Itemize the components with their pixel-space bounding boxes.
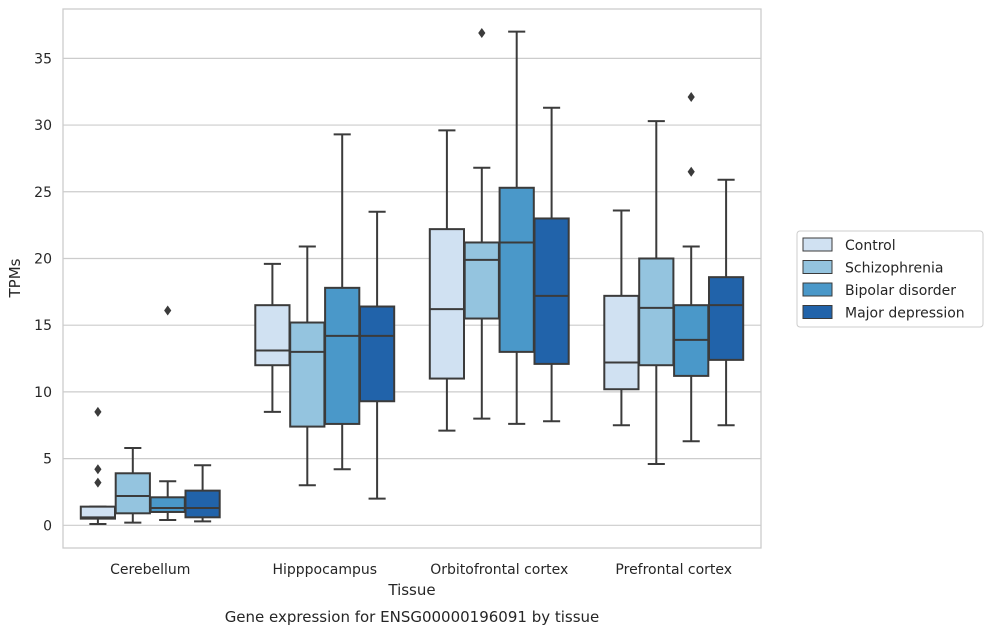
outlier-point [687, 92, 695, 103]
box-major-depression [184, 464, 221, 523]
box-body [603, 294, 640, 391]
legend-label: Control [845, 238, 896, 254]
box-bipolar-disorder [673, 92, 710, 443]
box-body [533, 217, 570, 365]
y-tick-label: 20 [34, 251, 52, 267]
box-body [358, 305, 396, 403]
box-major-depression [707, 178, 745, 427]
box-body [498, 186, 535, 353]
y-tick-label: 10 [34, 385, 52, 401]
y-tick-label: 0 [43, 518, 52, 534]
box-control [428, 129, 466, 432]
box-major-depression [533, 106, 570, 423]
box-schizophrenia [463, 28, 500, 420]
box-body [184, 489, 221, 519]
box-body [463, 241, 500, 320]
chart-caption: Gene expression for ENSG00000196091 by t… [225, 608, 600, 626]
outlier-point [94, 464, 102, 475]
outlier-point [94, 477, 102, 488]
box-body [254, 304, 291, 367]
box-bipolar-disorder [498, 30, 535, 425]
box-body [638, 257, 675, 367]
y-tick-label: 30 [34, 118, 52, 134]
legend-label: Major depression [845, 306, 965, 322]
legend-swatch [802, 260, 833, 274]
y-tick-label: 35 [34, 51, 52, 67]
box-body [289, 321, 326, 428]
y-tick-label: 5 [43, 452, 52, 468]
box-schizophrenia [114, 446, 151, 524]
y-axis-label: TPMs [6, 258, 24, 298]
y-ticks: 0 5 10 15 20 25 30 35 [34, 51, 52, 534]
grid-lines [63, 57, 761, 526]
x-tick-label: Orbitofrontal cortex [430, 562, 568, 578]
legend-frame [796, 230, 984, 328]
outlier-point [687, 166, 695, 177]
legend: Control Schizophrenia Bipolar disorder Majo… [796, 230, 984, 328]
box-bipolar-disorder [324, 133, 361, 471]
box-schizophrenia [638, 120, 675, 465]
outlier-point [478, 28, 486, 39]
y-tick-label: 25 [34, 185, 52, 201]
x-axis-label: Tissue [387, 581, 435, 599]
box-body [428, 228, 466, 380]
box-schizophrenia [289, 245, 326, 487]
box-control [79, 406, 117, 525]
y-tick-label: 15 [34, 318, 52, 334]
legend-swatch [802, 282, 833, 297]
box-body [324, 286, 361, 425]
outlier-point [94, 406, 102, 417]
box-bipolar-disorder [149, 305, 186, 521]
x-tick-label: Hipppocampus [272, 562, 377, 578]
legend-swatch [802, 305, 833, 319]
legend-swatch [802, 237, 833, 252]
box-major-depression [358, 210, 396, 500]
box-body [149, 496, 186, 513]
legend-label: Schizophrenia [845, 261, 943, 277]
plot-frame [62, 8, 762, 549]
x-tick-label: Prefrontal cortex [615, 562, 732, 578]
x-ticks: Cerebellum Hipppocampus Orbitofrontal cort… [110, 562, 732, 578]
box-control [603, 209, 640, 427]
x-tick-label: Cerebellum [110, 562, 190, 578]
boxes [79, 28, 745, 525]
box-control [254, 262, 291, 413]
legend-label: Bipolar disorder [845, 283, 956, 299]
outlier-point [164, 305, 172, 316]
box-body [707, 276, 745, 361]
box-body [114, 472, 151, 515]
